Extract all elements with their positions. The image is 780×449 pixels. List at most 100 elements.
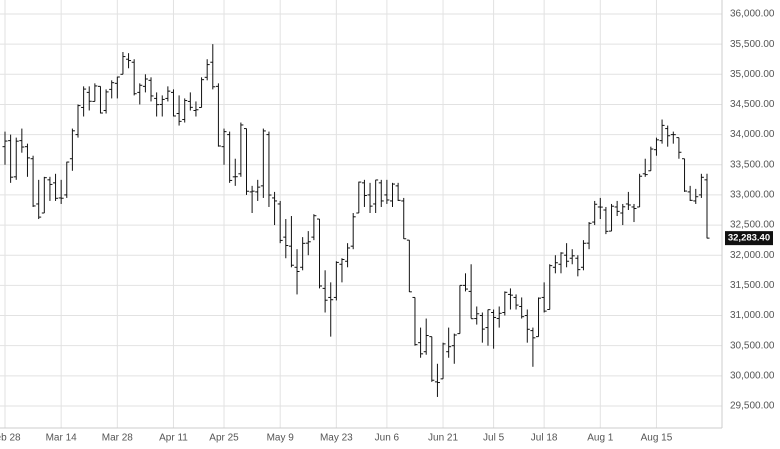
ohlc-bar — [114, 76, 120, 99]
ohlc-bar — [30, 155, 36, 207]
ohlc-bar — [41, 176, 47, 214]
ohlc-bar — [204, 59, 210, 81]
ohlc-bar — [277, 200, 283, 244]
ohlc-bar — [440, 342, 446, 380]
y-tick-label: 32,500.00 — [730, 220, 775, 231]
ohlc-bar — [552, 255, 558, 274]
x-tick-label: Jul 5 — [483, 433, 505, 444]
ohlc-bar — [575, 255, 581, 277]
ohlc-bar — [659, 119, 665, 144]
ohlc-bar — [496, 306, 502, 328]
ohlc-bar — [187, 92, 193, 111]
ohlc-bar — [126, 53, 132, 69]
y-tick-label: 34,500.00 — [730, 99, 775, 110]
ohlc-bar — [154, 92, 160, 117]
last-price-tag — [725, 231, 773, 246]
ohlc-bar — [221, 128, 227, 165]
y-tick-label: 32,000.00 — [730, 250, 775, 261]
ohlc-bar — [2, 131, 8, 165]
ohlc-bar — [519, 297, 525, 319]
ohlc-bar — [682, 158, 688, 192]
ohlc-bar — [288, 216, 294, 268]
ohlc-bar — [322, 270, 328, 313]
ohlc-bar — [406, 239, 412, 293]
ohlc-bar — [446, 327, 452, 358]
x-tick-label: May 9 — [267, 433, 295, 444]
ohlc-bar — [463, 273, 469, 292]
ohlc-bar — [434, 363, 440, 397]
ohlc-bar — [384, 179, 390, 204]
y-tick-label: 33,500.00 — [730, 159, 775, 170]
ohlc-bar — [81, 86, 87, 117]
ohlc-bar — [631, 203, 637, 223]
ohlc-bar — [586, 222, 592, 250]
x-tick-label: Aug 15 — [641, 433, 673, 444]
y-tick-label: 29,500.00 — [730, 401, 775, 412]
ohlc-bar — [165, 86, 171, 102]
ohlc-bar — [199, 77, 205, 108]
ohlc-bar — [193, 101, 199, 117]
x-tick-label: Feb 28 — [0, 433, 21, 444]
ohlc-bar — [693, 188, 699, 204]
ohlc-bar — [36, 179, 42, 220]
ohlc-bar — [620, 203, 626, 226]
ohlc-bar — [142, 74, 148, 93]
x-tick-label: Jun 21 — [428, 433, 458, 444]
ohlc-bar — [614, 200, 620, 217]
ohlc-bar — [176, 95, 182, 126]
ohlc-bar — [64, 161, 70, 198]
ohlc-bar — [339, 258, 345, 283]
x-tick-label: May 23 — [320, 433, 353, 444]
ohlc-bar — [232, 158, 238, 186]
ohlc-bar — [243, 128, 249, 195]
ohlc-bar — [345, 243, 351, 268]
ohlc-bar — [311, 214, 317, 241]
ohlc-bar — [170, 89, 176, 117]
ohlc-bar — [485, 309, 491, 346]
ohlc-bar — [109, 80, 115, 99]
ohlc-bar — [283, 219, 289, 259]
ohlc-bar — [390, 182, 396, 207]
ohlc-bar — [418, 327, 424, 358]
x-tick-label: Mar 14 — [46, 433, 78, 444]
y-tick-label: 35,500.00 — [730, 39, 775, 50]
ohlc-bar — [491, 309, 497, 349]
ohlc-bar — [210, 44, 216, 90]
ohlc-bar — [524, 309, 530, 343]
ohlc-bar — [653, 137, 659, 156]
ohlc-bar — [665, 125, 671, 147]
ohlc-bar — [227, 131, 233, 183]
ohlc-bar — [75, 104, 81, 138]
ohlc-bar — [260, 128, 266, 198]
ohlc-bar — [131, 59, 137, 96]
ohlc-bar — [97, 85, 103, 114]
ohlc-bar — [642, 158, 648, 177]
ohlc-bar — [401, 197, 407, 240]
x-tick-label: Jul 18 — [531, 433, 558, 444]
ohlc-bar — [479, 312, 485, 343]
ohlc-bar — [159, 95, 165, 117]
ohlc-bar — [294, 249, 300, 295]
ohlc-bar — [373, 179, 379, 214]
ohlc-bar — [530, 327, 536, 367]
ohlc-bar — [305, 231, 311, 256]
ohlc-bar — [69, 128, 75, 171]
ohlc-bar — [103, 89, 109, 114]
ohlc-bar — [120, 51, 126, 75]
ohlc-bar — [215, 83, 221, 147]
ohlc-bar — [468, 264, 474, 320]
y-tick-label: 35,000.00 — [730, 69, 775, 80]
ohlc-bar — [474, 306, 480, 325]
y-tick-label: 30,500.00 — [730, 340, 775, 351]
y-tick-label: 30,000.00 — [730, 370, 775, 381]
ohlc-bar — [249, 185, 255, 214]
ohlc-bar — [182, 98, 188, 123]
ohlc-bar — [13, 137, 19, 180]
x-tick-label: Aug 1 — [587, 433, 614, 444]
ohlc-bar — [92, 83, 98, 102]
y-tick-label: 34,000.00 — [730, 129, 775, 140]
ohlc-bar — [19, 128, 25, 153]
ohlc-bar — [698, 173, 704, 198]
ohlc-bar — [238, 122, 244, 177]
